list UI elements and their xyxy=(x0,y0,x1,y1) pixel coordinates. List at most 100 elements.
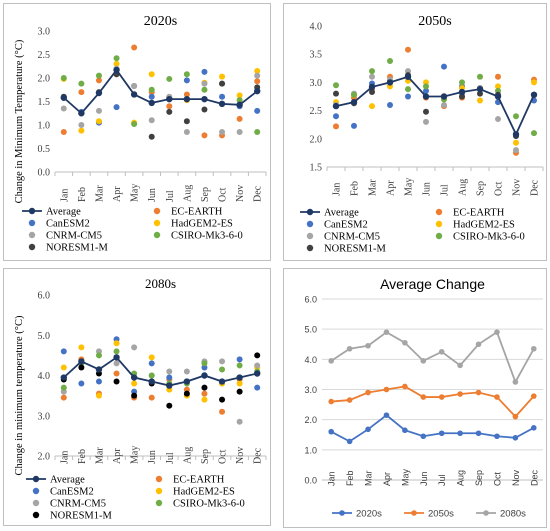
chart1-xtick-label: Jan xyxy=(59,189,70,202)
chart3-xtick-label: May xyxy=(130,446,141,464)
chart4-point-2020s xyxy=(530,425,537,431)
chart3-point-hadgem2-es xyxy=(201,396,208,403)
chart2-legend-label: EC-EARTH xyxy=(453,208,505,219)
chart1-point-csiro-mk3-6-0 xyxy=(201,86,208,93)
chart3-average-point xyxy=(130,374,138,381)
chart2-point-canesm2 xyxy=(333,113,339,120)
chart2-point-csiro-mk3-6-0 xyxy=(423,83,429,90)
chart3-ytick-label: 4.0 xyxy=(38,371,51,382)
chart1-point-noresm1-m xyxy=(166,108,173,115)
chart4-line-2080s xyxy=(330,330,535,385)
chart1-average-point xyxy=(201,95,208,103)
chart2-legend-label: HadGEM2-ES xyxy=(453,220,515,231)
chart1-legend-marker xyxy=(28,243,36,251)
chart3-point-ec-earth xyxy=(60,394,67,401)
chart2-point-csiro-mk3-6-0 xyxy=(351,91,357,98)
chart4-point-2080s xyxy=(402,339,408,346)
chart3-point-ec-earth xyxy=(219,408,226,415)
chart2-point-csiro-mk3-6-0 xyxy=(387,57,393,64)
chart4-ytick-label: 5.0 xyxy=(304,325,317,335)
chart1-point-hadgem2-es xyxy=(148,71,155,78)
chart2-ytick-label: 2.0 xyxy=(310,134,323,145)
chart3-ytick-label: 3.0 xyxy=(38,411,51,422)
chart1-point-canesm2 xyxy=(254,107,261,114)
chart2-legend-marker xyxy=(435,232,443,240)
chart1-point-cnrm-cm5 xyxy=(254,72,261,79)
chart1-point-cnrm-cm5 xyxy=(78,122,85,128)
chart3-point-hadgem2-es xyxy=(148,354,155,361)
chart2-legend-marker xyxy=(306,244,314,252)
chart3-legend-label: CanESM2 xyxy=(50,487,94,498)
chart2-xtick-label: Sep xyxy=(476,181,487,196)
chart1-point-canesm2 xyxy=(148,93,155,100)
chart3-point-noresm1-m xyxy=(254,352,261,359)
chart1-point-noresm1-m xyxy=(183,118,190,125)
chart4-ytick-label: 3.0 xyxy=(304,385,317,395)
chart1-xtick-label: Aug xyxy=(182,185,193,202)
chart3-point-hadgem2-es xyxy=(236,380,243,387)
chart1-point-cnrm-cm5 xyxy=(148,117,155,124)
chart2-point-canesm2 xyxy=(441,63,447,70)
chart2-ytick-label: 2.5 xyxy=(310,106,323,117)
chart3-ylabel: Change in minimum temperature (°C) xyxy=(14,315,25,475)
chart-average-change: 0.0 1.0 2.0 3.0 4.0 5.0 6.0 Jan Feb Mar Apr May Jun J… xyxy=(283,268,547,528)
chart1-ytick-label: 0.0 xyxy=(38,168,51,179)
chart-2050s: 1.5 2.0 2.5 3.0 3.5 4.0 Jan Feb Mar Apr May Jun Jul A… xyxy=(283,3,547,261)
chart3-point-cnrm-cm5 xyxy=(131,344,138,351)
chart3-point-canesm2 xyxy=(78,380,85,387)
chart3-average-point xyxy=(78,358,85,365)
chart2-point-csiro-mk3-6-0 xyxy=(405,86,411,93)
chart4-xtick-label: Mar xyxy=(364,470,374,486)
chart3-point-hadgem2-es xyxy=(113,340,120,347)
chart1-point-noresm1-m xyxy=(148,133,155,140)
chart3-average-point xyxy=(60,374,67,381)
chart4-point-2050s xyxy=(328,398,335,405)
chart2-legend-label: CNRM-CM5 xyxy=(324,232,380,243)
chart1-point-canesm2 xyxy=(183,77,190,84)
chart1-average-point xyxy=(236,101,243,108)
chart1-xtick-label: Oct xyxy=(218,187,229,202)
chart4-legend-marker-2050s xyxy=(411,510,417,516)
chart1-point-csiro-mk3-6-0 xyxy=(236,97,243,104)
chart1-point-hadgem2-es xyxy=(113,60,120,67)
chart1-point-csiro-mk3-6-0 xyxy=(95,72,102,79)
chart1-point-csiro-mk3-6-0 xyxy=(131,121,138,128)
chart2-legend-marker xyxy=(435,220,443,228)
chart1-average-point xyxy=(130,91,138,98)
chart4-ytick-label: 4.0 xyxy=(304,355,317,365)
chart3-point-csiro-mk3-6-0 xyxy=(60,384,67,391)
chart4-point-2020s xyxy=(420,433,427,440)
chart2-point-cnrm-cm5 xyxy=(423,118,429,125)
chart1-point-ec-earth xyxy=(236,115,243,122)
chart4-legend-label: 2080s xyxy=(500,509,526,520)
chart3-point-cnrm-cm5 xyxy=(219,358,226,365)
chart4-ytick-label: 1.0 xyxy=(304,445,317,455)
chart4-xtick-label: Oct xyxy=(492,471,502,486)
chart-2020s: 0.0 0.5 1.0 1.5 2.0 2.5 3.0 Jan Feb Mar Apr May Jun J… xyxy=(3,3,271,261)
chart2-point-cnrm-cm5 xyxy=(513,147,519,154)
chart1-legend-marker xyxy=(153,207,161,215)
chart2-xtick-label: Apr xyxy=(386,180,397,196)
chart3-legend-label: EC-EARTH xyxy=(173,475,225,486)
chart1-average-point xyxy=(183,95,191,103)
chart3-ytick-label: 6.0 xyxy=(38,291,51,302)
chart2-ytick-label: 3.0 xyxy=(310,78,323,89)
chart1-point-ec-earth xyxy=(60,129,67,136)
chart2-point-csiro-mk3-6-0 xyxy=(333,82,339,89)
chart1-point-cnrm-cm5 xyxy=(60,105,67,112)
chart1-point-ec-earth xyxy=(131,44,138,51)
chart2-average-point xyxy=(458,88,466,96)
chart2-xtick-label: Jan xyxy=(332,183,343,196)
chart4-point-2050s xyxy=(365,389,371,396)
chart2-xtick-label: Mar xyxy=(368,179,379,196)
chart3-xtick-label: Aug xyxy=(182,447,193,464)
chart1-legend-label: NORESM1-M xyxy=(46,243,109,254)
chart-2020s-svg: 0.0 0.5 1.0 1.5 2.0 2.5 3.0 Jan Feb Mar Apr May Jun J… xyxy=(14,14,267,254)
chart3-xtick-label: Apr xyxy=(112,448,123,464)
chart1-legend-marker xyxy=(153,219,161,227)
chart3-point-hadgem2-es xyxy=(60,364,67,371)
chart1-point-ec-earth xyxy=(183,91,190,98)
chart4-title: Average Change xyxy=(380,276,485,292)
chart2-point-ec-earth xyxy=(333,123,339,130)
chart2-average-point xyxy=(440,93,448,100)
